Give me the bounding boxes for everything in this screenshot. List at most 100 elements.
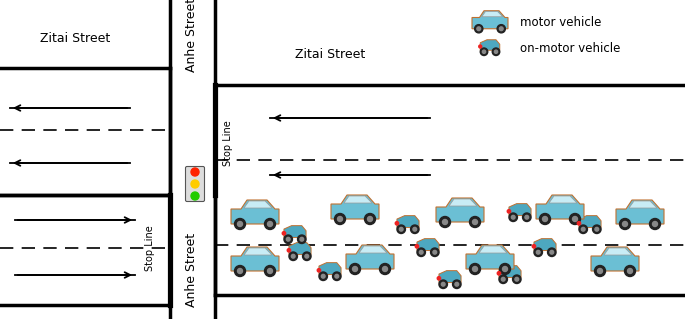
Circle shape: [395, 222, 399, 225]
Polygon shape: [344, 196, 372, 203]
Polygon shape: [417, 239, 439, 250]
Circle shape: [289, 252, 297, 261]
Text: Zitai Street: Zitai Street: [295, 48, 365, 62]
Circle shape: [469, 263, 480, 275]
Polygon shape: [289, 243, 311, 255]
Polygon shape: [359, 246, 387, 253]
Polygon shape: [549, 196, 577, 203]
Circle shape: [473, 219, 477, 225]
Circle shape: [503, 266, 508, 271]
Circle shape: [321, 274, 325, 278]
Circle shape: [532, 245, 536, 248]
Circle shape: [475, 25, 483, 33]
Circle shape: [413, 227, 416, 231]
Circle shape: [593, 225, 601, 234]
Circle shape: [238, 221, 242, 226]
Circle shape: [569, 213, 580, 225]
Circle shape: [297, 235, 306, 243]
Circle shape: [300, 237, 303, 241]
Polygon shape: [397, 216, 419, 227]
Polygon shape: [215, 85, 685, 295]
Circle shape: [367, 217, 373, 221]
Circle shape: [191, 180, 199, 188]
Circle shape: [286, 237, 290, 241]
Circle shape: [477, 27, 481, 31]
Circle shape: [536, 250, 540, 254]
Polygon shape: [244, 201, 272, 208]
Polygon shape: [479, 246, 507, 253]
Polygon shape: [231, 200, 279, 224]
Circle shape: [499, 263, 510, 275]
Polygon shape: [466, 245, 514, 269]
Circle shape: [291, 254, 295, 258]
Circle shape: [191, 192, 199, 200]
Text: Stop Line: Stop Line: [223, 120, 233, 166]
Polygon shape: [591, 247, 639, 271]
Polygon shape: [472, 11, 508, 29]
Circle shape: [410, 225, 419, 234]
Circle shape: [595, 227, 599, 231]
Circle shape: [469, 217, 480, 227]
Polygon shape: [284, 226, 306, 238]
Circle shape: [453, 280, 461, 288]
Polygon shape: [0, 195, 170, 305]
Circle shape: [627, 269, 632, 273]
Text: motor vehicle: motor vehicle: [520, 16, 601, 28]
Text: Stop Line: Stop Line: [145, 225, 155, 271]
Circle shape: [191, 168, 199, 176]
Circle shape: [623, 221, 627, 226]
Circle shape: [653, 221, 658, 226]
Circle shape: [268, 269, 273, 273]
Polygon shape: [170, 68, 215, 295]
Polygon shape: [480, 40, 500, 50]
Circle shape: [419, 250, 423, 254]
Circle shape: [437, 277, 440, 280]
Circle shape: [234, 265, 245, 277]
Polygon shape: [449, 199, 477, 206]
Circle shape: [399, 227, 403, 231]
Polygon shape: [331, 195, 379, 219]
Circle shape: [334, 213, 345, 225]
Polygon shape: [509, 204, 531, 216]
Polygon shape: [629, 201, 657, 208]
Circle shape: [595, 265, 606, 277]
Circle shape: [479, 45, 482, 48]
Polygon shape: [346, 245, 394, 269]
Circle shape: [415, 245, 419, 248]
Circle shape: [577, 222, 581, 225]
Circle shape: [440, 217, 451, 227]
Circle shape: [264, 219, 275, 229]
Polygon shape: [0, 68, 170, 195]
Polygon shape: [436, 198, 484, 222]
Circle shape: [573, 217, 577, 221]
Circle shape: [431, 248, 439, 256]
Circle shape: [480, 48, 488, 56]
Circle shape: [317, 269, 321, 272]
Text: on-motor vehicle: on-motor vehicle: [520, 41, 621, 55]
Circle shape: [282, 232, 286, 235]
Circle shape: [540, 213, 551, 225]
Circle shape: [550, 250, 553, 254]
Circle shape: [382, 266, 388, 271]
Circle shape: [649, 219, 660, 229]
Circle shape: [625, 265, 636, 277]
Text: Anhe Street: Anhe Street: [186, 233, 199, 307]
Circle shape: [287, 249, 290, 252]
Circle shape: [234, 219, 245, 229]
Circle shape: [364, 213, 375, 225]
Circle shape: [499, 27, 503, 31]
Polygon shape: [439, 271, 461, 283]
Circle shape: [515, 278, 519, 281]
Circle shape: [511, 215, 515, 219]
Circle shape: [319, 272, 327, 280]
Circle shape: [441, 282, 445, 286]
Polygon shape: [231, 247, 279, 271]
Circle shape: [238, 269, 242, 273]
Circle shape: [482, 50, 486, 53]
Circle shape: [433, 250, 436, 254]
Circle shape: [547, 248, 556, 256]
Polygon shape: [536, 195, 584, 219]
Polygon shape: [534, 239, 556, 250]
Circle shape: [597, 269, 603, 273]
Polygon shape: [244, 248, 272, 255]
